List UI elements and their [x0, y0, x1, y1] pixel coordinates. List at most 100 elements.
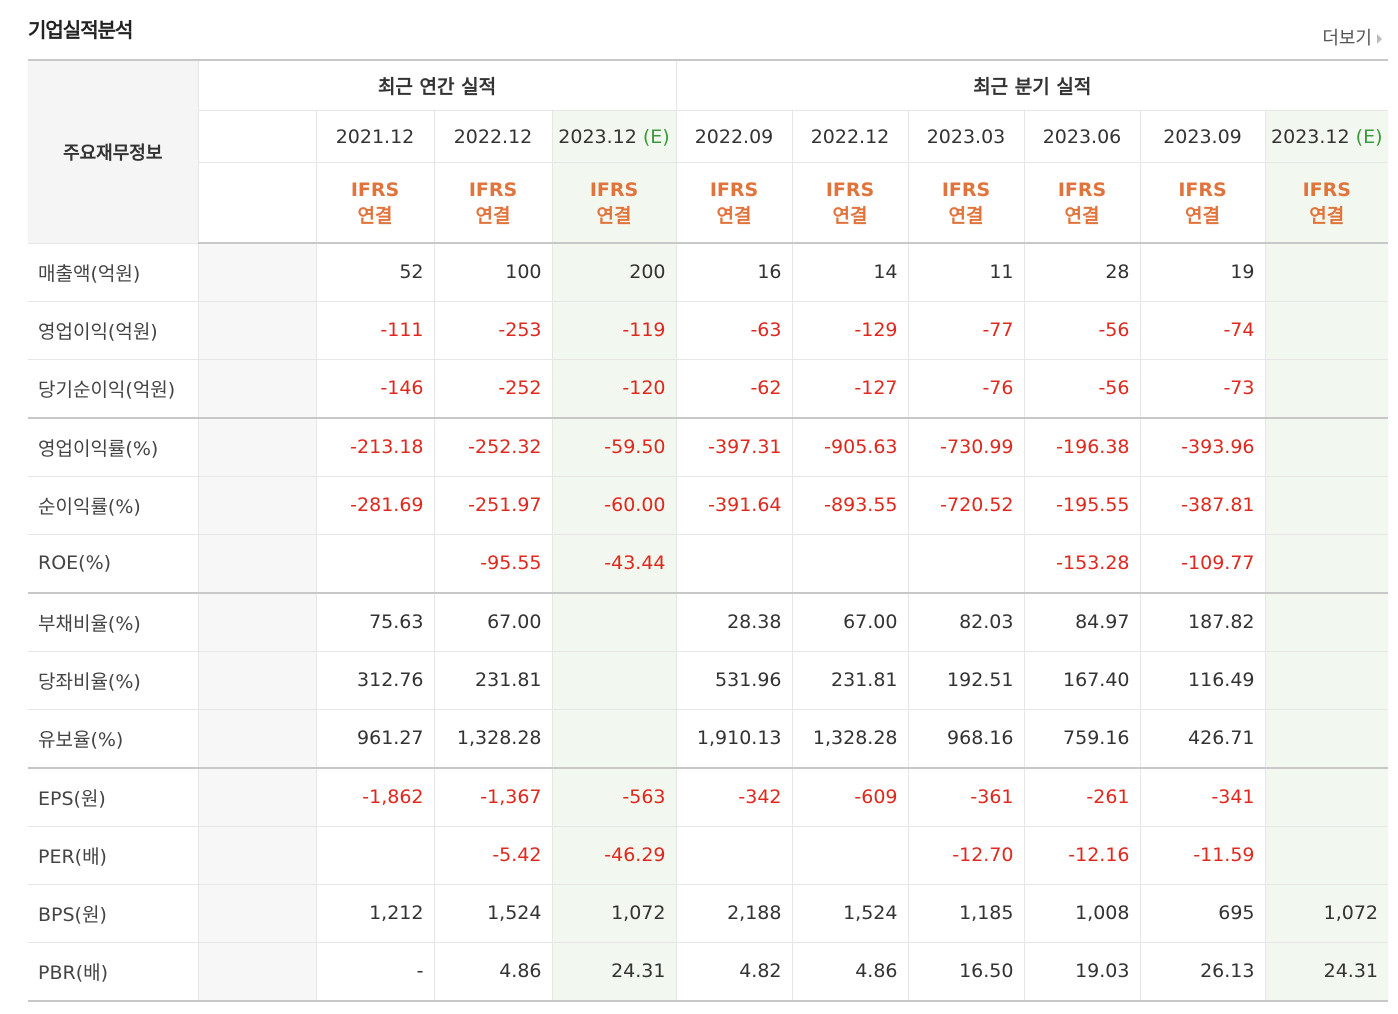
row-label: ROE(%) — [28, 533, 199, 594]
value-cell: -720.52 — [907, 475, 1025, 535]
value-cell: 116.49 — [1139, 650, 1266, 710]
basis: IFRS — [350, 178, 400, 201]
value-cell: 961.27 — [315, 708, 435, 769]
more-link[interactable]: 더보기 — [1322, 24, 1382, 50]
value-cell: -95.55 — [433, 533, 553, 594]
row-label: 유보율(%) — [28, 708, 199, 769]
estimate-tag: (E) — [642, 125, 670, 148]
value-cell: -77 — [907, 300, 1025, 360]
value-cell — [1264, 767, 1389, 827]
data-row: 당좌비율(%) 312.76 231.81 531.96 231.81 192.51 167… — [28, 650, 1389, 710]
row-label: 영업이익률(%) — [28, 417, 199, 477]
value-cell — [1264, 708, 1389, 769]
value-cell: 968.16 — [907, 708, 1025, 769]
value-cell: 192.51 — [907, 650, 1025, 710]
value-cell: 28.38 — [675, 592, 793, 652]
value-cell: 67.00 — [791, 592, 909, 652]
value-cell: 28 — [1023, 242, 1141, 302]
data-row: 영업이익(억원) -111 -253 -119 -63 -129 -77 -56 -74 — [28, 300, 1389, 360]
data-row: 유보율(%) 961.27 1,328.28 1,910.13 1,328.28 968.… — [28, 708, 1389, 769]
value-cell: -195.55 — [1023, 475, 1141, 535]
value-cell: 82.03 — [907, 592, 1025, 652]
value-cell: 4.86 — [791, 941, 909, 1002]
value-cell: 1,072 — [1264, 883, 1389, 943]
data-row: 영업이익률(%) -213.18 -252.32 -59.50 -397.31 -905.… — [28, 417, 1389, 477]
value-cell: -120 — [551, 358, 677, 419]
blank-cell — [197, 110, 317, 163]
blank-cell — [197, 417, 317, 477]
value-cell — [1264, 417, 1389, 477]
value-cell — [675, 825, 793, 885]
value-cell: 4.82 — [675, 941, 793, 1002]
value-cell: 26.13 — [1139, 941, 1266, 1002]
row-label: EPS(원) — [28, 767, 199, 827]
value-cell: -74 — [1139, 300, 1266, 360]
value-cell: 75.63 — [315, 592, 435, 652]
value-cell: -397.31 — [675, 417, 793, 477]
value-cell: -213.18 — [315, 417, 435, 477]
blank-cell — [197, 825, 317, 885]
scope: 연결 — [1185, 204, 1220, 227]
header-row: 주요재무정보 최근 연간 실적 최근 분기 실적 — [28, 59, 1389, 244]
basis-header: IFRS 연결 — [1023, 162, 1141, 244]
value-cell: -56 — [1023, 358, 1141, 419]
data-row: EPS(원) -1,862 -1,367 -563 -342 -609 -361 -261 -3… — [28, 767, 1389, 827]
row-label: 당좌비율(%) — [28, 650, 199, 710]
data-row: BPS(원) 1,212 1,524 1,072 2,188 1,524 1,185 1,00… — [28, 883, 1389, 943]
value-cell: -905.63 — [791, 417, 909, 477]
value-cell: 1,072 — [551, 883, 677, 943]
value-cell: -393.96 — [1139, 417, 1266, 477]
value-cell — [1264, 650, 1389, 710]
header-label: 주요재무정보 — [28, 59, 199, 244]
basis: IFRS — [825, 178, 875, 201]
basis: IFRS — [1302, 178, 1351, 201]
period-header: 2023.12 (E) — [1264, 110, 1389, 163]
data-row: ROE(%) -95.55 -43.44 -153.28 -109.77 — [28, 533, 1389, 594]
value-cell — [1264, 825, 1389, 885]
header-row: IFRS 연결 IFRS 연결 IFRS 연결 IFRS 연결 IFRS 연결 IFRS 연결 IFRS… — [28, 162, 1389, 244]
value-cell: -196.38 — [1023, 417, 1141, 477]
value-cell: -387.81 — [1139, 475, 1266, 535]
period-header: 2021.12 — [315, 110, 435, 163]
value-cell: 187.82 — [1139, 592, 1266, 652]
section-title: 기업실적분석 — [28, 18, 133, 42]
value-cell — [1264, 300, 1389, 360]
value-cell: 231.81 — [433, 650, 553, 710]
value-cell: 16.50 — [907, 941, 1025, 1002]
basis-header: IFRS 연결 — [1264, 162, 1389, 244]
scope: 연결 — [832, 204, 868, 227]
value-cell: -1,862 — [315, 767, 435, 827]
period-header: 2023.06 — [1023, 110, 1141, 163]
blank-cell — [197, 592, 317, 652]
basis-header: IFRS 연결 — [1139, 162, 1266, 244]
value-cell: -11.59 — [1139, 825, 1266, 885]
value-cell: 1,524 — [791, 883, 909, 943]
value-cell: 167.40 — [1023, 650, 1141, 710]
scope: 연결 — [596, 204, 632, 227]
basis: IFRS — [589, 178, 639, 201]
value-cell: -60.00 — [551, 475, 677, 535]
period-header: 2023.03 — [907, 110, 1025, 163]
value-cell: -253 — [433, 300, 553, 360]
value-cell: -1,367 — [433, 767, 553, 827]
value-cell: -12.16 — [1023, 825, 1141, 885]
basis: IFRS — [709, 178, 759, 201]
value-cell — [551, 708, 677, 769]
data-row: 매출액(억원) 52 100 200 16 14 11 28 19 — [28, 242, 1389, 302]
value-cell: -146 — [315, 358, 435, 419]
value-cell: 52 — [315, 242, 435, 302]
data-row: PBR(배) -4.86 24.31 4.82 4.86 16.50 19.03 26.13 2… — [28, 941, 1389, 1002]
value-cell — [791, 825, 909, 885]
value-cell: -73 — [1139, 358, 1266, 419]
value-cell: 14 — [791, 242, 909, 302]
row-label: 당기순이익(억원) — [28, 358, 199, 419]
value-cell — [551, 592, 677, 652]
value-cell: -119 — [551, 300, 677, 360]
value-cell: -261 — [1023, 767, 1141, 827]
group-header: 최근 연간 실적 — [197, 59, 677, 111]
value-cell: 200 — [551, 242, 677, 302]
value-cell: 19.03 — [1023, 941, 1141, 1002]
basis-header: IFRS 연결 — [907, 162, 1025, 244]
value-cell: 24.31 — [551, 941, 677, 1002]
